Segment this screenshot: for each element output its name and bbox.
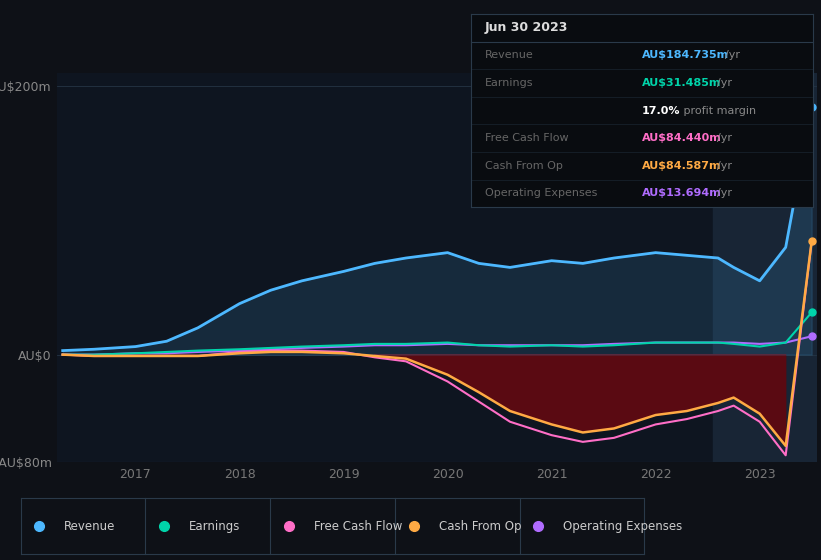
Text: Operating Expenses: Operating Expenses [485, 188, 598, 198]
Text: /yr: /yr [725, 50, 740, 60]
Text: Earnings: Earnings [189, 520, 241, 533]
Text: Revenue: Revenue [64, 520, 116, 533]
Text: /yr: /yr [718, 188, 732, 198]
Text: Earnings: Earnings [485, 78, 534, 88]
Text: AU$184.735m: AU$184.735m [642, 50, 729, 60]
Text: profit margin: profit margin [680, 106, 755, 115]
Text: Free Cash Flow: Free Cash Flow [314, 520, 402, 533]
Text: AU$84.440m: AU$84.440m [642, 133, 722, 143]
Text: Cash From Op: Cash From Op [485, 161, 562, 171]
Text: Free Cash Flow: Free Cash Flow [485, 133, 568, 143]
Text: Revenue: Revenue [485, 50, 534, 60]
Text: /yr: /yr [718, 78, 732, 88]
Text: AU$13.694m: AU$13.694m [642, 188, 722, 198]
Text: Cash From Op: Cash From Op [438, 520, 521, 533]
Text: Jun 30 2023: Jun 30 2023 [485, 21, 568, 34]
Text: AU$84.587m: AU$84.587m [642, 161, 722, 171]
Text: AU$31.485m: AU$31.485m [642, 78, 722, 88]
Bar [713, 73, 817, 462]
Text: /yr: /yr [718, 133, 732, 143]
Text: /yr: /yr [718, 161, 732, 171]
Text: 17.0%: 17.0% [642, 106, 681, 115]
Text: Operating Expenses: Operating Expenses [563, 520, 682, 533]
